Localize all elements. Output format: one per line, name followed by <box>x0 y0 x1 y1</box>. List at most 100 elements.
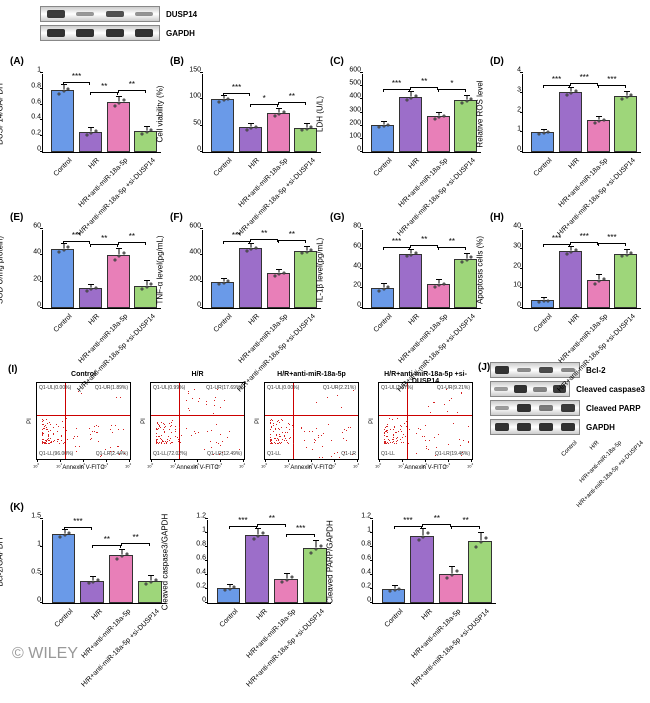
panel-label: (K) <box>10 502 24 513</box>
flow-cytometry-plot: H/R+anti-miR-18a-5pQ1-UL(0.00%)Q1-UR(2.2… <box>264 382 359 460</box>
x-label: Control <box>533 313 554 334</box>
y-axis-label: DUSP14/GAPDH <box>0 83 5 145</box>
panel-label: (I) <box>8 364 17 375</box>
bar-chart-panel: (D)01234ControlH/RH/R+anti-miR-18a-5pH/R… <box>490 56 645 201</box>
x-label: H/R+anti-miR-18a-5p <box>237 157 289 209</box>
blot-x-label: H/R+anti-miR-18a-5p <box>579 440 623 484</box>
x-label: H/R+anti-miR-18a-5p <box>557 313 609 365</box>
blot-protein-label: GAPDH <box>166 29 195 38</box>
x-label: H/R <box>248 313 261 326</box>
x-label: Control <box>54 608 75 629</box>
panel-label: (A) <box>10 56 24 67</box>
bar <box>531 132 554 152</box>
y-axis-label: SOD U/mg protein) <box>0 235 5 303</box>
flow-cytometry-plot: ControlQ1-UL(0.00%)Q1-UR(1.89%)Q1-LL(96.… <box>36 382 131 460</box>
x-label: Control <box>53 313 74 334</box>
bar <box>109 555 133 603</box>
blot-row: GAPDH <box>40 25 240 41</box>
bar <box>211 99 234 152</box>
flow-title: H/R+anti-miR-18a-5p +si-DUSP14 <box>379 371 472 385</box>
bar <box>239 127 262 152</box>
bar <box>427 116 450 152</box>
y-axis-label: Cleaved caspase3/GAPDH <box>161 514 170 611</box>
flow-y-label: PI <box>255 418 261 424</box>
blot-protein-label: Cleaved PARP <box>586 404 641 413</box>
blot-protein-label: Bcl-2 <box>586 366 606 375</box>
x-label: H/R <box>408 157 421 170</box>
panel-label: (B) <box>170 56 184 67</box>
panel-label: (C) <box>330 56 344 67</box>
bar <box>294 251 317 308</box>
bar <box>79 288 102 308</box>
blot-row: Cleaved PARP <box>490 400 645 416</box>
bar <box>274 579 298 604</box>
bar <box>107 102 130 152</box>
bar <box>614 254 637 308</box>
y-axis-label: Cleaved PARP/GAPDH <box>326 520 335 603</box>
bar <box>371 125 394 152</box>
bar <box>79 132 102 152</box>
x-label: H/R <box>255 608 268 621</box>
x-label: H/R+anti-miR-18a-5p <box>77 313 129 365</box>
flow-cytometry-plot: H/RQ1-UL(0.99%)Q1-UR(17.69%)Q1-LL(72.02%… <box>150 382 245 460</box>
bar-chart-panel: (B)050100150ControlH/RH/R+anti-miR-18a-5… <box>170 56 325 201</box>
blot-protein-label: DUSP14 <box>166 10 197 19</box>
bar <box>454 259 477 308</box>
bar <box>80 581 104 603</box>
bar <box>239 248 262 308</box>
x-label: H/R <box>88 313 101 326</box>
panel-label: (J) <box>478 362 490 373</box>
y-axis-label: Relative ROS level <box>476 80 485 147</box>
x-label: Control <box>384 608 405 629</box>
x-label: H/R+anti-miR-18a-5p <box>245 608 297 660</box>
blot-x-label: Control <box>561 440 579 458</box>
bar-chart-panel: (H)010203040ControlH/RH/R+anti-miR-18a-5… <box>490 212 645 357</box>
bar <box>399 97 422 152</box>
x-label: H/R+anti-miR-18a-5p <box>80 608 132 660</box>
x-label: H/R <box>90 608 103 621</box>
x-label: H/R <box>88 157 101 170</box>
bar-chart-panel: (C)0100200300400500600ControlH/RH/R+anti… <box>330 56 485 201</box>
y-axis-label: TNF-α level(pg/mL) <box>156 235 165 304</box>
x-label: H/R+anti-miR-18a-5p <box>557 157 609 209</box>
x-label: H/R+anti-miR-18a-5p <box>397 157 449 209</box>
bar <box>51 249 74 308</box>
x-label: Control <box>533 157 554 178</box>
flow-y-label: PI <box>27 418 33 424</box>
bar <box>410 536 434 603</box>
bar-chart-panel: (G)020406080ControlH/RH/R+anti-miR-18a-5… <box>330 212 485 357</box>
x-label: Control <box>213 313 234 334</box>
y-axis-label: Cell viability (%) <box>156 85 165 142</box>
panel-label: (G) <box>330 212 344 223</box>
x-label: H/R+anti-miR-18a-5p <box>237 313 289 365</box>
bar-chart-panel: (F)0200400600ControlH/RH/R+anti-miR-18a-… <box>170 212 325 357</box>
x-label: Control <box>53 157 74 178</box>
x-label: H/R+anti-miR-18a-5p <box>397 313 449 365</box>
bar-chart-panel: 00.20.40.60.811.2ControlH/RH/R+anti-miR-… <box>340 502 500 652</box>
flow-y-label: PI <box>369 418 375 424</box>
bar <box>294 128 317 152</box>
x-label: Control <box>373 313 394 334</box>
bar <box>134 286 157 308</box>
bar <box>399 254 422 308</box>
bar <box>427 284 450 308</box>
bar <box>382 589 406 603</box>
x-label: Control <box>213 157 234 178</box>
western-blot-top: DUSP14 GAPDH <box>40 6 240 44</box>
bar <box>531 300 554 308</box>
x-label: H/R <box>420 608 433 621</box>
blot-protein-label: GAPDH <box>586 423 615 432</box>
panel-label: (H) <box>490 212 504 223</box>
x-label: H/R <box>248 157 261 170</box>
bar <box>371 288 394 308</box>
bar <box>245 535 269 603</box>
y-axis-label: Bcl-2/GAPDH <box>0 538 5 587</box>
bar <box>439 574 463 603</box>
x-label: H/R+anti-miR-18a-5p <box>77 157 129 209</box>
blot-row: DUSP14 <box>40 6 240 22</box>
blot-x-label: H/R <box>589 440 601 452</box>
panel-label: (F) <box>170 212 183 223</box>
x-label: Control <box>373 157 394 178</box>
bar-chart-panel: 00.511.5ControlH/RH/R+anti-miR-18a-5pH/R… <box>10 502 170 652</box>
bar <box>134 131 157 152</box>
